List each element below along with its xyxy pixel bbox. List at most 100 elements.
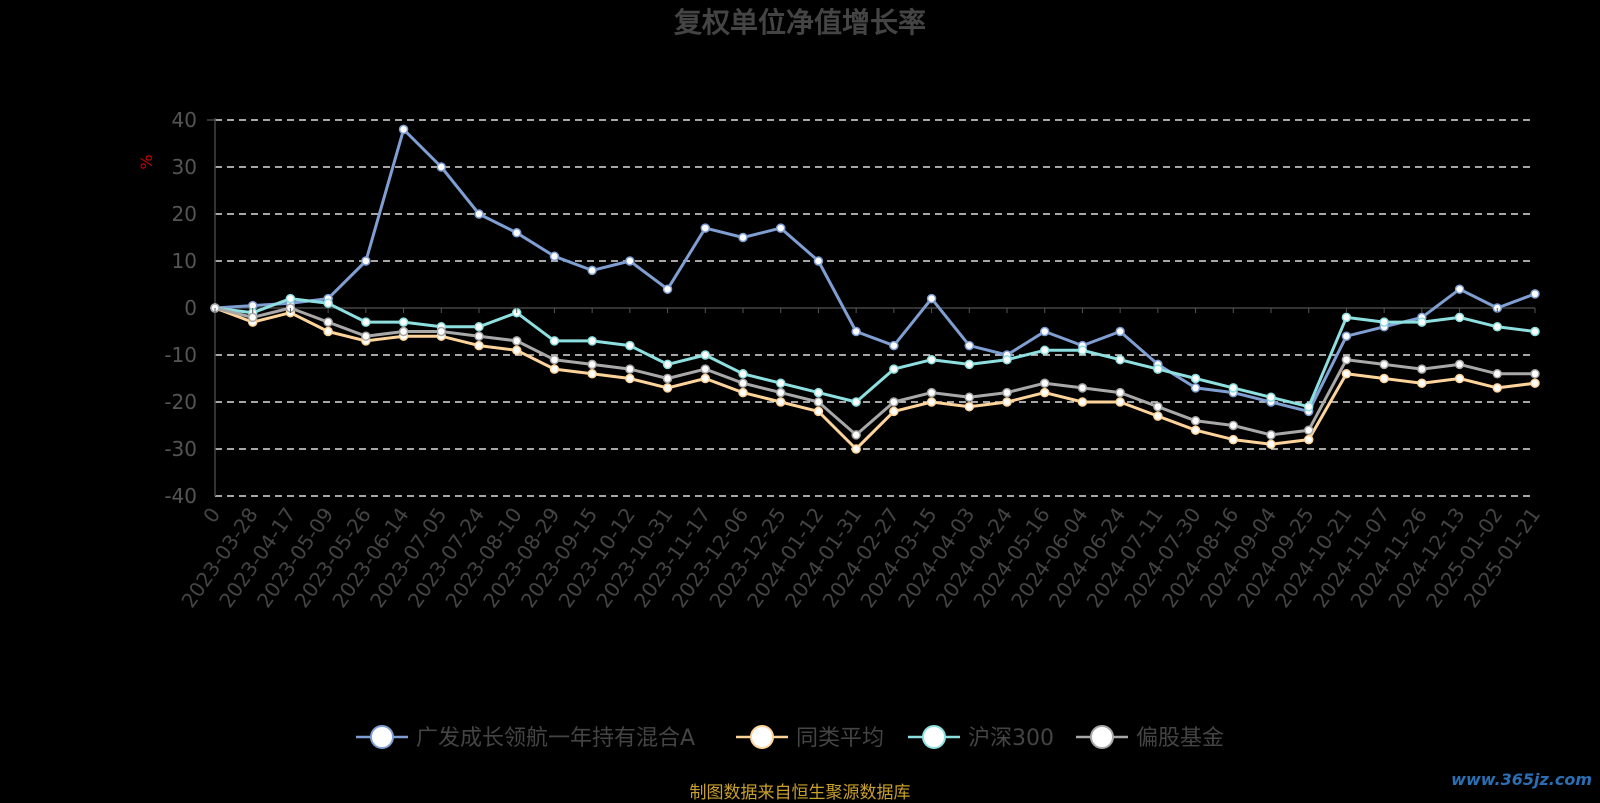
data-point xyxy=(1039,378,1050,388)
data-point xyxy=(361,256,371,266)
data-point xyxy=(738,378,748,388)
data-point xyxy=(1341,331,1352,341)
data-point xyxy=(398,317,409,327)
data-point xyxy=(323,298,333,309)
data-point xyxy=(738,369,748,379)
data-point xyxy=(511,345,522,356)
legend-label: 同类平均 xyxy=(796,726,884,751)
data-point xyxy=(1002,387,1012,398)
data-point xyxy=(1530,369,1540,379)
data-point xyxy=(1190,383,1201,393)
data-point xyxy=(700,364,711,374)
data-point xyxy=(1153,401,1163,412)
data-point xyxy=(813,256,824,266)
data-point xyxy=(813,387,824,398)
data-point xyxy=(1228,420,1239,431)
series-4 xyxy=(210,303,1540,440)
data-point xyxy=(361,317,371,327)
data-point xyxy=(775,387,786,398)
grid-lines xyxy=(215,119,1535,497)
data-point xyxy=(1341,312,1352,323)
data-point xyxy=(1379,359,1389,370)
data-point xyxy=(1454,312,1465,323)
legend-swatch-marker xyxy=(1090,725,1114,749)
data-point xyxy=(587,369,597,379)
legend[interactable]: 广发成长领航一年持有混合A 同类平均 沪深300 偏股基金 xyxy=(356,725,1224,751)
data-point xyxy=(926,354,937,365)
legend-swatch-marker xyxy=(922,725,946,749)
data-point xyxy=(549,354,560,365)
data-point xyxy=(1530,326,1540,337)
data-point xyxy=(549,251,560,262)
data-point xyxy=(926,387,937,398)
y-tick-label: 0 xyxy=(184,296,197,320)
data-point xyxy=(889,406,899,417)
data-point xyxy=(889,397,899,407)
y-tick-label: -40 xyxy=(164,484,197,508)
data-point xyxy=(1417,364,1427,374)
legend-label: 沪深300 xyxy=(968,726,1054,751)
y-tick-label: -10 xyxy=(164,343,197,367)
axes: 40 30 20 10 0 -10 -20 -30 -40 xyxy=(164,108,216,508)
series-lines xyxy=(210,124,1540,454)
data-point xyxy=(1228,383,1239,393)
legend-item[interactable]: 同类平均 xyxy=(736,725,884,751)
legend-swatch-marker xyxy=(370,725,394,749)
source-note: 制图数据来自恒生聚源数据库 xyxy=(689,783,911,803)
legend-item[interactable]: 广发成长领航一年持有混合A xyxy=(356,725,695,751)
data-point xyxy=(964,401,975,412)
data-point xyxy=(1002,354,1012,365)
data-point xyxy=(1454,373,1465,384)
y-tick-label: 30 xyxy=(172,155,197,179)
data-point xyxy=(323,317,333,327)
data-point xyxy=(926,397,937,407)
data-point xyxy=(851,430,861,440)
data-point xyxy=(851,326,861,337)
data-point xyxy=(700,223,711,233)
data-point xyxy=(662,383,673,393)
data-point xyxy=(1417,317,1427,327)
data-point xyxy=(1492,383,1503,393)
data-point xyxy=(1228,434,1239,445)
data-point xyxy=(738,387,748,398)
series-line xyxy=(214,306,1536,451)
data-point xyxy=(625,256,635,266)
data-point xyxy=(1341,354,1352,365)
data-point xyxy=(889,364,899,374)
data-point xyxy=(436,326,447,337)
data-point xyxy=(662,359,673,370)
data-point xyxy=(511,336,522,346)
chart-title: 复权单位净值增长率 xyxy=(674,6,926,39)
data-point xyxy=(964,340,975,351)
data-point xyxy=(1153,364,1163,374)
legend-item[interactable]: 沪深300 xyxy=(908,725,1054,751)
data-point xyxy=(323,326,333,337)
x-tick-label: 0 xyxy=(198,503,225,527)
legend-label: 偏股基金 xyxy=(1136,726,1224,751)
data-point xyxy=(700,373,711,384)
data-point xyxy=(587,359,597,370)
data-point xyxy=(851,397,861,407)
data-point xyxy=(247,312,258,323)
data-point xyxy=(851,444,861,454)
data-point xyxy=(587,265,597,276)
data-point xyxy=(1417,378,1427,388)
data-point xyxy=(549,364,560,374)
series-line xyxy=(214,127,1536,413)
data-point xyxy=(1303,434,1314,445)
data-point xyxy=(1303,425,1314,435)
data-point xyxy=(436,162,447,172)
data-point xyxy=(775,397,786,407)
data-point xyxy=(662,373,673,384)
data-point xyxy=(1492,322,1503,332)
data-point xyxy=(1077,345,1088,356)
watermark: www.365jz.com xyxy=(1451,770,1592,789)
data-point xyxy=(738,232,748,243)
data-point xyxy=(1039,345,1050,356)
data-point xyxy=(700,350,711,360)
legend-item[interactable]: 偏股基金 xyxy=(1076,725,1224,751)
data-point xyxy=(1077,383,1088,393)
data-point xyxy=(813,406,824,417)
data-point xyxy=(813,397,824,407)
